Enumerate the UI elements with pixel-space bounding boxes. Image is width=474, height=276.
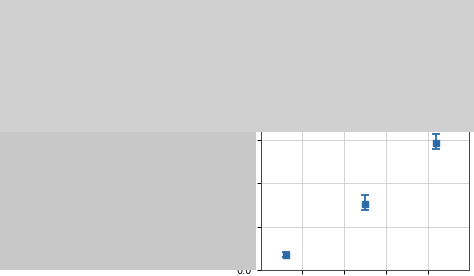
Y-axis label: Release rate (μL/s): Release rate (μL/s) (221, 150, 231, 248)
Text: c: c (223, 120, 231, 134)
